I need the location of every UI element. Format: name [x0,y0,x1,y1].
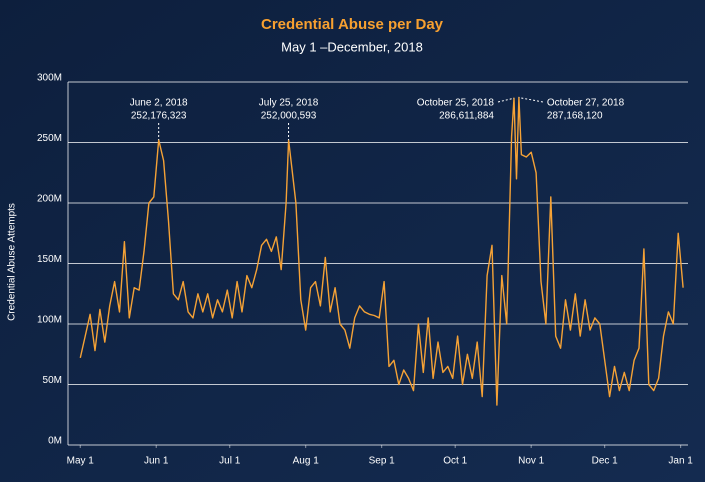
annotation-leader [497,97,515,103]
annotation-value: 287,168,120 [547,111,603,122]
y-tick-label: 300M [37,73,62,84]
annotation-leader [518,97,544,103]
annotation-date: June 2, 2018 [130,98,188,109]
data-line [79,96,684,406]
x-tick-label: Nov 1 [518,456,545,467]
x-tick-label: Jul 1 [219,456,241,467]
x-tick-label: Dec 1 [592,456,619,467]
chart-subtitle: May 1 –December, 2018 [281,39,423,54]
x-tick-label: May 1 [67,456,95,467]
annotation-value: 252,000,593 [261,111,317,122]
y-tick-label: 100M [37,315,62,326]
annotation-value: 286,611,884 [439,111,494,122]
x-tick-label: Jan 1 [668,456,693,467]
annotation-date: July 25, 2018 [259,98,319,109]
y-axis-label: Credential Abuse Attempts [7,203,18,321]
y-tick-label: 250M [37,133,62,144]
x-tick-label: Sep 1 [369,456,396,467]
y-tick-label: 0M [48,436,62,447]
x-tick-label: Aug 1 [293,456,320,467]
annotation-value: 252,176,323 [131,111,187,122]
y-tick-label: 150M [37,254,62,265]
annotation-date: October 25, 2018 [417,98,495,109]
y-tick-label: 200M [37,194,62,205]
x-tick-label: Oct 1 [443,456,467,467]
x-tick-label: Jun 1 [144,456,169,467]
chart-title: Credential Abuse per Day [261,16,444,33]
y-tick-label: 50M [43,375,62,386]
annotation-date: October 27, 2018 [547,98,625,109]
